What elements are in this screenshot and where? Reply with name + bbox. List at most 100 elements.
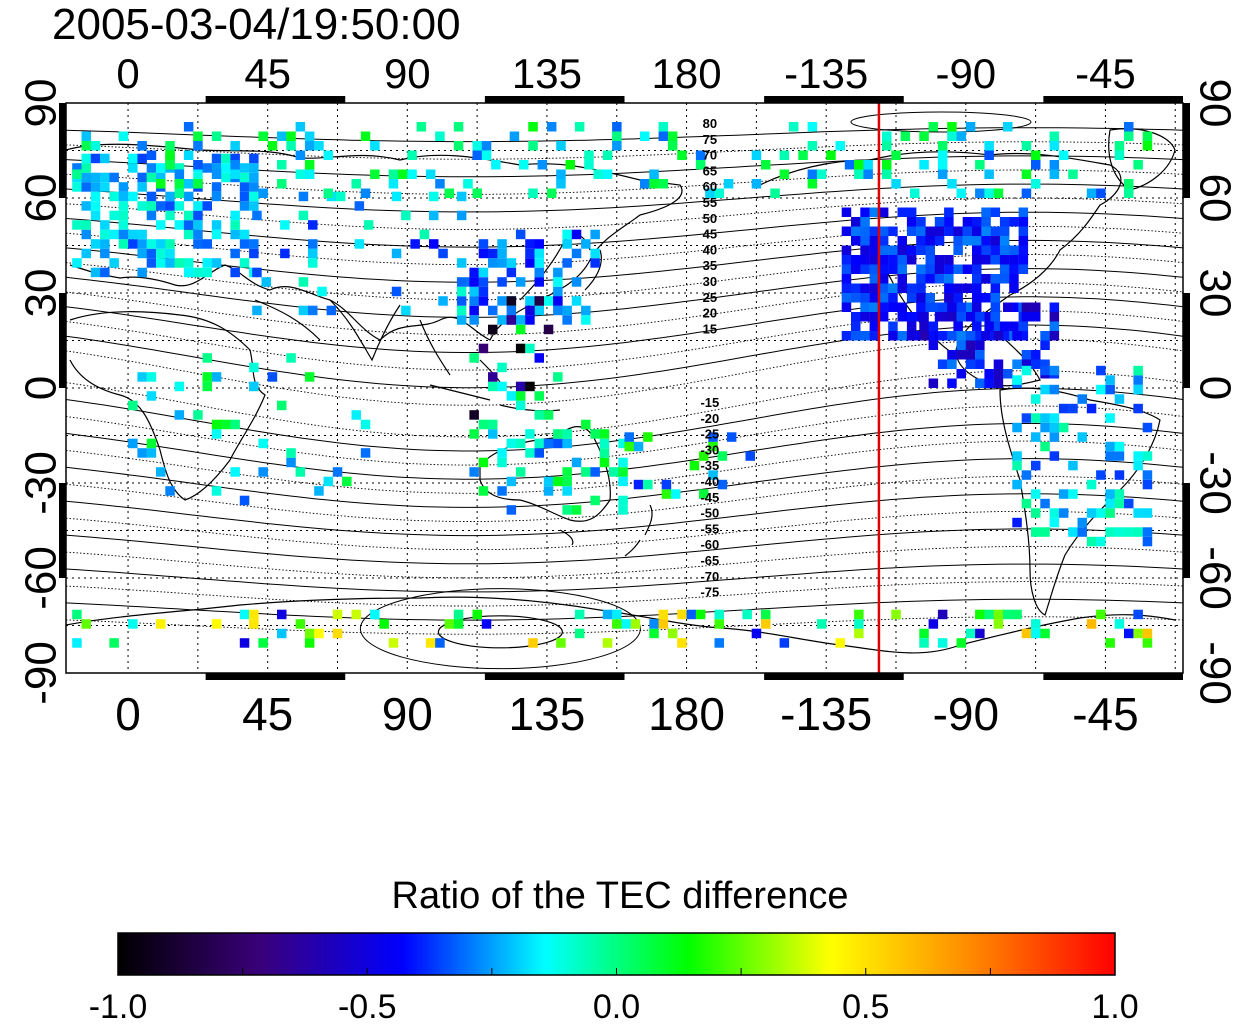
tec-data-cell bbox=[1031, 489, 1041, 499]
tec-data-cell bbox=[249, 619, 259, 629]
tec-data-cell bbox=[515, 315, 526, 325]
tec-data-cell bbox=[947, 131, 957, 141]
tec-data-cell bbox=[807, 141, 818, 151]
tec-data-cell bbox=[146, 448, 157, 458]
contour-label: 70 bbox=[703, 148, 717, 163]
tec-data-cell bbox=[258, 438, 268, 449]
tec-data-cell bbox=[137, 229, 147, 240]
tec-data-cell bbox=[323, 476, 333, 487]
tec-data-cell bbox=[1018, 236, 1029, 246]
tec-data-cell bbox=[649, 628, 659, 639]
contour-label: 35 bbox=[703, 258, 717, 273]
tec-data-cell bbox=[956, 131, 966, 141]
tec-data-cell bbox=[816, 169, 827, 179]
contour-line bbox=[65, 268, 1184, 318]
tec-data-cell bbox=[1009, 321, 1019, 331]
tec-data-cell bbox=[906, 226, 917, 236]
tec-data-cell bbox=[146, 172, 157, 183]
tec-data-cell bbox=[1009, 302, 1019, 312]
tec-data-cell bbox=[1096, 536, 1106, 547]
frame-tick-bars bbox=[59, 96, 1190, 680]
tec-data-cell bbox=[699, 451, 709, 461]
tec-data-cell bbox=[916, 226, 926, 236]
tec-data-cell bbox=[137, 172, 147, 183]
tec-data-cell bbox=[351, 609, 361, 620]
tec-data-cell bbox=[999, 226, 1010, 236]
tec-data-cell bbox=[478, 277, 489, 287]
tec-data-cell bbox=[323, 188, 333, 198]
tec-data-cell bbox=[388, 638, 399, 648]
tec-data-cell bbox=[956, 312, 966, 322]
tec-data-cell bbox=[888, 283, 898, 293]
tec-data-cell bbox=[556, 638, 566, 648]
tec-data-cell bbox=[156, 172, 166, 183]
contour-label: -25 bbox=[700, 427, 719, 442]
tec-data-cell bbox=[618, 467, 628, 477]
tec-data-cell bbox=[1049, 160, 1060, 170]
tec-data-cell bbox=[661, 479, 672, 490]
frame-bar-top bbox=[205, 96, 346, 103]
tec-data-cell bbox=[525, 248, 535, 259]
contour-label: -30 bbox=[700, 442, 719, 457]
tec-data-cell bbox=[947, 331, 957, 341]
tec-data-cell bbox=[118, 239, 129, 249]
tec-data-cell bbox=[252, 267, 262, 278]
tec-data-cell bbox=[456, 258, 467, 268]
contour-line bbox=[65, 127, 1184, 143]
tec-data-cell bbox=[618, 476, 628, 487]
tec-data-cell bbox=[469, 277, 479, 287]
tec-data-cell bbox=[100, 220, 110, 230]
tec-data-cell bbox=[478, 239, 489, 249]
tec-data-cell bbox=[897, 274, 907, 284]
tec-data-cell bbox=[1105, 527, 1115, 537]
tec-data-cell bbox=[854, 619, 864, 629]
tec-data-cell bbox=[553, 267, 563, 278]
tec-data-cell bbox=[581, 467, 591, 477]
tec-data-cell bbox=[888, 264, 898, 274]
tec-data-cell bbox=[981, 245, 991, 255]
tec-data-cell bbox=[469, 429, 479, 439]
tec-data-cell bbox=[869, 302, 880, 312]
tec-data-cell bbox=[975, 609, 985, 620]
tec-data-cell bbox=[975, 350, 985, 360]
tec-data-cell bbox=[975, 359, 985, 369]
tec-data-cell bbox=[562, 476, 572, 487]
tec-data-cell bbox=[546, 188, 557, 198]
tec-data-cell bbox=[1021, 359, 1032, 369]
tec-data-cell bbox=[1086, 479, 1097, 490]
tec-data-cell bbox=[1114, 451, 1125, 461]
tec-data-cell bbox=[953, 236, 963, 246]
colorbar-ticks: -1.0 -0.5 0.0 0.5 1.0 bbox=[89, 968, 1139, 1024]
tec-data-cell bbox=[882, 131, 892, 141]
tec-data-cell bbox=[469, 267, 479, 278]
tec-data-cell bbox=[1031, 619, 1041, 629]
tec-data-cell bbox=[211, 153, 222, 164]
tec-data-cell bbox=[1096, 188, 1106, 198]
y-tick-label-left: -90 bbox=[17, 641, 66, 705]
tec-data-cell bbox=[193, 267, 203, 278]
tec-data-cell bbox=[807, 122, 818, 132]
tec-data-cell bbox=[118, 220, 129, 230]
tec-data-cell bbox=[497, 381, 507, 392]
tec-data-cell bbox=[456, 191, 467, 202]
tec-data-cell bbox=[897, 331, 907, 341]
tec-data-cell bbox=[137, 448, 147, 458]
tec-data-cell bbox=[165, 141, 175, 151]
tec-data-cell bbox=[761, 619, 771, 629]
tec-data-cell bbox=[612, 122, 622, 132]
tec-data-cell bbox=[239, 258, 250, 268]
tec-data-cell bbox=[156, 220, 166, 230]
tec-data-cell bbox=[1040, 413, 1050, 423]
tec-data-cell bbox=[360, 131, 371, 141]
tec-data-cell bbox=[478, 286, 489, 297]
tec-data-cell bbox=[937, 302, 948, 312]
tec-data-cell bbox=[990, 245, 1001, 255]
tec-data-cell bbox=[981, 331, 991, 341]
tec-data-cell bbox=[1077, 527, 1087, 537]
frame-bar-left bbox=[59, 103, 66, 198]
tec-data-cell bbox=[993, 378, 1004, 388]
tec-data-cell bbox=[308, 239, 318, 249]
tec-data-cell bbox=[962, 217, 973, 227]
tec-data-cell bbox=[618, 438, 628, 449]
tec-data-cell bbox=[990, 236, 1001, 246]
